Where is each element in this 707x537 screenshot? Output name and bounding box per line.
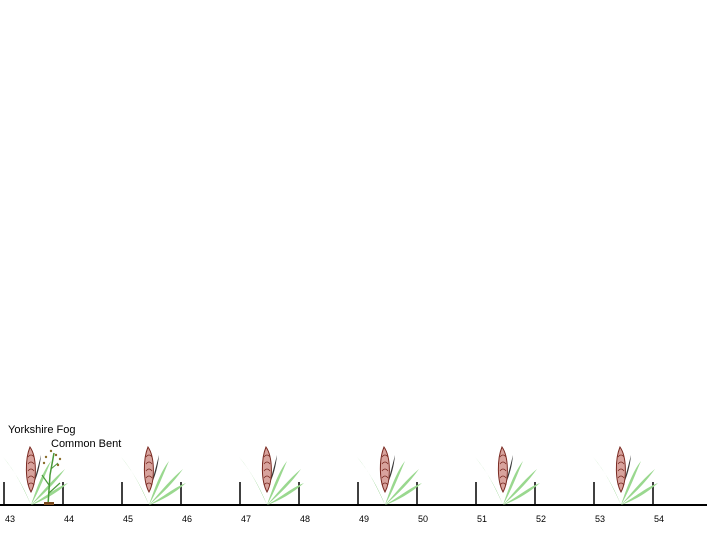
grass-leaf: [149, 469, 183, 505]
spikelet-mark: [263, 461, 271, 465]
grass-leaf: [503, 461, 523, 505]
axis-tick-label: 46: [182, 514, 193, 524]
axis-tick-label: 52: [536, 514, 547, 524]
spikelet-mark: [145, 461, 153, 465]
axis-tick-label: 44: [64, 514, 75, 524]
spikelet-mark: [27, 454, 35, 458]
axis-tick-label: 51: [477, 514, 488, 524]
axis-tick-label: 43: [5, 514, 16, 524]
grass-leaf: [621, 469, 655, 505]
spikelet-mark: [617, 468, 625, 472]
flower-head: [379, 445, 390, 494]
flower-head: [497, 445, 508, 494]
spikelet-mark: [263, 475, 271, 479]
grass-leaf: [31, 461, 51, 505]
grass-leaf: [149, 483, 186, 505]
spikelet-mark: [263, 482, 271, 486]
grass-leaf: [385, 469, 419, 505]
spikelet-mark: [499, 468, 507, 472]
flower-head: [261, 445, 272, 494]
spikelet-mark: [263, 468, 271, 472]
yorkshire-fog-label: Yorkshire Fog: [8, 424, 76, 436]
spikelet-mark: [381, 482, 389, 486]
soil-patch: [44, 502, 54, 505]
grass-leaf: [267, 461, 287, 505]
spikelet-mark: [27, 475, 35, 479]
spikelet-mark: [27, 468, 35, 472]
panicle-spikelet: [44, 455, 48, 459]
yorkshire-fog-plant: [357, 445, 422, 505]
yorkshire-fog-plant: [239, 445, 304, 505]
yorkshire-fog-plant: [121, 445, 186, 505]
grass-leaf: [50, 462, 59, 470]
axis-tick-label: 49: [359, 514, 370, 524]
spikelet-mark: [617, 461, 625, 465]
axis-tick-label: 47: [241, 514, 252, 524]
panicle-spikelet: [49, 449, 53, 453]
grass-leaf: [385, 461, 405, 505]
grass-leaf: [621, 461, 641, 505]
yorkshire-fog-plant: [3, 445, 68, 505]
axis-tick-label: 50: [418, 514, 429, 524]
spikelet-mark: [145, 454, 153, 458]
grass-leaf: [267, 469, 301, 505]
flower-head: [615, 445, 626, 494]
flower-head: [25, 445, 36, 494]
spikelet-mark: [499, 461, 507, 465]
panicle-spikelet: [42, 461, 46, 465]
common-bent-label: Common Bent: [51, 438, 122, 450]
yorkshire-fog-plant: [593, 445, 658, 505]
spikelet-mark: [499, 454, 507, 458]
spikelet-mark: [145, 468, 153, 472]
grass-leaf: [31, 483, 68, 505]
spikelet-mark: [617, 454, 625, 458]
spikelet-mark: [617, 475, 625, 479]
spikelet-mark: [381, 475, 389, 479]
grass-leaf: [267, 483, 304, 505]
flower-head: [143, 445, 154, 494]
axis-tick-label: 53: [595, 514, 606, 524]
grass-leaf: [503, 483, 540, 505]
spikelet-mark: [145, 482, 153, 486]
grass-leaf: [31, 469, 65, 505]
spikelet-mark: [381, 454, 389, 458]
common-bent-plant: [41, 449, 62, 506]
axis-tick-label: 48: [300, 514, 311, 524]
panicle-spikelet: [56, 463, 60, 467]
spikelet-mark: [145, 475, 153, 479]
panicle-spikelet: [58, 457, 62, 461]
spikelet-mark: [263, 454, 271, 458]
grass-leaf: [621, 483, 658, 505]
spikelet-mark: [27, 461, 35, 465]
grass-stem: [47, 452, 55, 506]
spikelet-mark: [617, 482, 625, 486]
grass-leaf: [503, 469, 537, 505]
spikelet-mark: [499, 475, 507, 479]
grass-leaf: [385, 483, 422, 505]
spikelet-mark: [381, 461, 389, 465]
axis-tick-label: 54: [654, 514, 665, 524]
grass-leaf: [149, 461, 169, 505]
grass-leaf: [48, 482, 61, 494]
spikelet-mark: [381, 468, 389, 472]
spikelet-mark: [499, 482, 507, 486]
yorkshire-fog-plant: [475, 445, 540, 505]
panicle-spikelet: [54, 453, 58, 457]
grass-leaf: [41, 474, 50, 486]
axis-tick-label: 45: [123, 514, 134, 524]
spikelet-mark: [27, 482, 35, 486]
